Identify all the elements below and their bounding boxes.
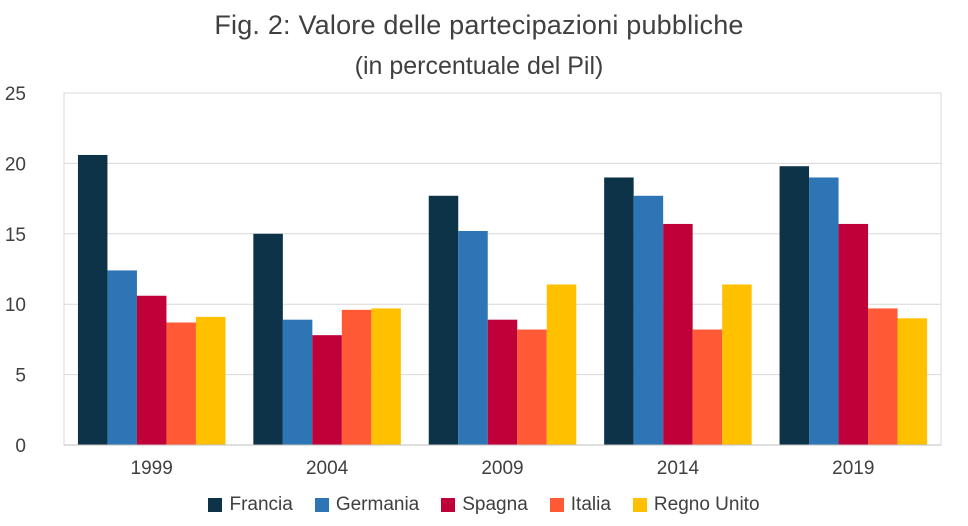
bar-francia-2004 — [253, 233, 283, 445]
bar-spagna-1999 — [136, 295, 167, 445]
bar-germania-2019 — [809, 177, 839, 446]
chart-subtitle: (in percentuale del Pil) — [354, 52, 604, 80]
bar-spagna-2009 — [487, 319, 518, 445]
legend: Francia Germania Spagna Italia Regno Unito — [0, 494, 968, 516]
bar-francia-1999 — [77, 154, 108, 445]
bar-germania-2009 — [458, 230, 488, 445]
legend-label: Germania — [335, 494, 420, 515]
y-tick-label: 15 — [5, 225, 26, 246]
x-tick-label: 2019 — [832, 458, 874, 479]
legend-swatch — [314, 498, 329, 512]
y-axis-tick-labels: 0 5 10 15 20 25 — [5, 84, 26, 457]
bar-francia-2014 — [604, 177, 634, 446]
y-tick-label: 0 — [15, 436, 26, 457]
x-tick-label: 2014 — [657, 458, 700, 479]
bar-regno-unito-1999 — [195, 316, 226, 445]
legend-swatch — [632, 498, 647, 512]
legend-item: Germania — [314, 494, 420, 516]
legend-swatch — [208, 498, 223, 512]
bars — [77, 154, 928, 446]
bar-italia-1999 — [166, 322, 196, 445]
bar-francia-2009 — [428, 195, 459, 445]
y-tick-label: 5 — [15, 366, 26, 387]
x-axis-tick-labels: 1999 2004 2009 2014 2019 — [131, 458, 875, 479]
bar-francia-2019 — [779, 166, 810, 445]
legend-label: Italia — [570, 494, 611, 515]
y-tick-label: 20 — [5, 154, 26, 175]
legend-item: Spagna — [441, 494, 528, 516]
bar-spagna-2004 — [312, 335, 342, 445]
y-tick-label: 25 — [5, 84, 26, 105]
x-tick-label: 1999 — [131, 458, 173, 479]
bar-regno-unito-2019 — [897, 318, 928, 445]
bar-italia-2014 — [692, 329, 723, 445]
bar-italia-2019 — [868, 308, 898, 445]
bar-italia-2009 — [517, 329, 547, 445]
bar-regno-unito-2004 — [371, 308, 401, 445]
legend-label: Regno Unito — [653, 494, 760, 515]
bar-regno-unito-2009 — [546, 284, 577, 445]
legend-swatch — [441, 498, 456, 512]
bar-germania-2004 — [282, 319, 313, 445]
bar-germania-1999 — [107, 270, 137, 445]
bar-spagna-2019 — [838, 223, 869, 445]
bar-regno-unito-2014 — [722, 284, 752, 445]
legend-item: Francia — [208, 494, 293, 516]
legend-item: Italia — [549, 494, 611, 516]
bar-spagna-2014 — [663, 223, 693, 445]
legend-label: Francia — [229, 494, 293, 515]
legend-label: Spagna — [462, 494, 528, 515]
legend-swatch — [549, 498, 564, 512]
chart-title: Fig. 2: Valore delle partecipazioni pubb… — [214, 10, 744, 40]
legend-item: Regno Unito — [632, 494, 760, 516]
x-tick-label: 2009 — [481, 458, 523, 479]
bar-italia-2004 — [341, 309, 372, 445]
bar-germania-2014 — [633, 195, 664, 445]
x-tick-label: 2004 — [306, 458, 349, 479]
y-tick-label: 10 — [5, 295, 26, 316]
